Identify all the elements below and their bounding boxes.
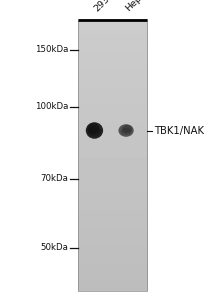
Ellipse shape bbox=[88, 125, 97, 134]
Ellipse shape bbox=[87, 123, 100, 134]
Text: 70kDa: 70kDa bbox=[40, 174, 68, 183]
Text: 150kDa: 150kDa bbox=[35, 45, 68, 54]
Text: HepG2: HepG2 bbox=[123, 0, 153, 14]
Ellipse shape bbox=[122, 125, 132, 133]
Ellipse shape bbox=[86, 122, 103, 139]
Text: 50kDa: 50kDa bbox=[40, 243, 68, 252]
Text: 293T: 293T bbox=[93, 0, 116, 14]
Text: TBK1/NAK: TBK1/NAK bbox=[154, 125, 204, 136]
Bar bbox=[78, 20, 147, 291]
Ellipse shape bbox=[121, 128, 131, 135]
Text: 100kDa: 100kDa bbox=[35, 102, 68, 111]
Ellipse shape bbox=[88, 127, 101, 137]
Ellipse shape bbox=[118, 124, 134, 137]
